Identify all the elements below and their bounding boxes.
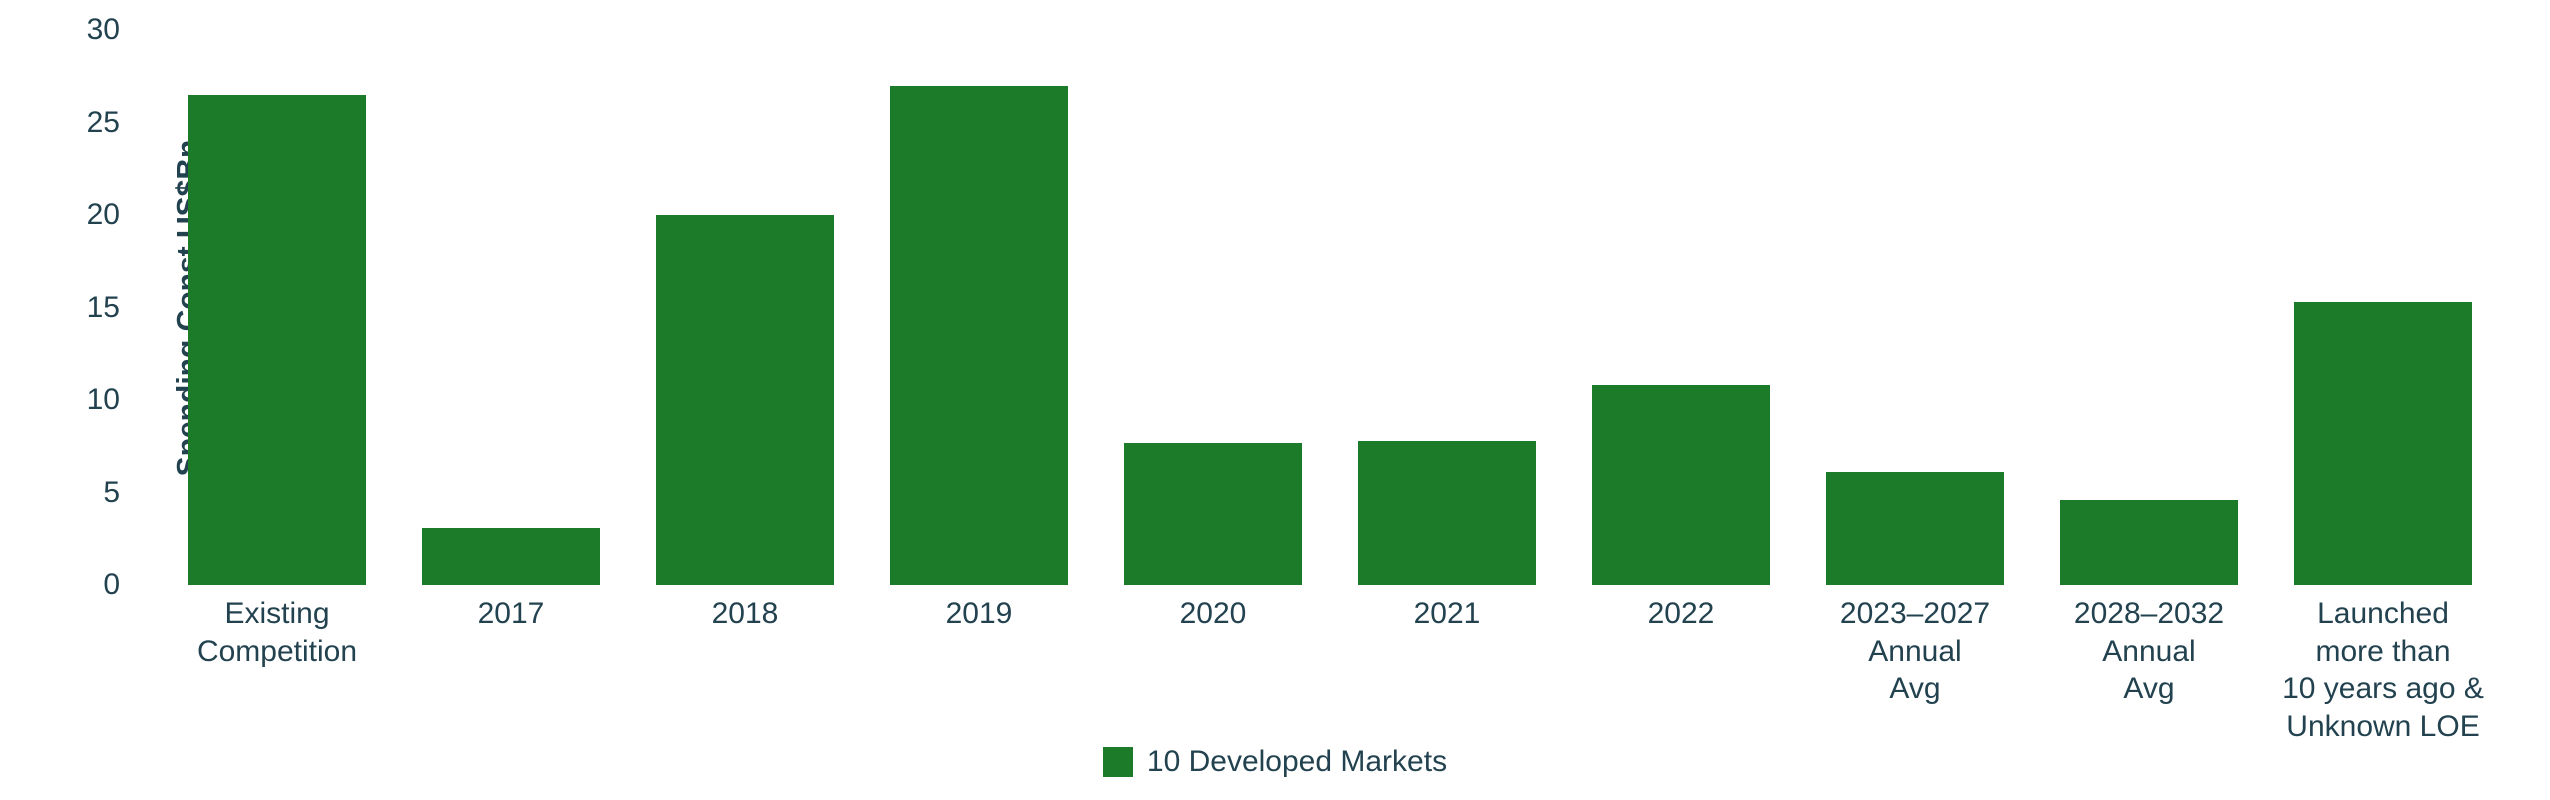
y-tick: 25 [87,106,120,140]
legend-swatch [1103,747,1133,777]
y-tick: 10 [87,383,120,417]
legend-item: 10 Developed Markets [1103,745,1447,779]
x-axis-label: 2023–2027AnnualAvg [1798,595,2032,745]
bar-slot [628,30,862,585]
y-axis-ticks: 051015202530 [0,30,150,585]
x-axis-label: 2019 [862,595,1096,745]
bar-slot [1096,30,1330,585]
x-axis-label: 2018 [628,595,862,745]
y-tick: 15 [87,291,120,325]
bar [1358,441,1536,585]
bar-slot [1798,30,2032,585]
y-tick: 30 [87,13,120,47]
plot-area [160,30,2500,585]
bar [890,86,1068,586]
x-axis-label: 2017 [394,595,628,745]
y-tick: 20 [87,198,120,232]
spending-bar-chart: Spending Const US$Bn 051015202530 Existi… [0,0,2550,800]
y-tick: 5 [103,476,120,510]
bar-slot [1330,30,1564,585]
bar-slot [1564,30,1798,585]
bar [422,528,600,585]
x-axis-label: ExistingCompetition [160,595,394,745]
x-axis-label: 2028–2032AnnualAvg [2032,595,2266,745]
x-axis-label: 2022 [1564,595,1798,745]
bar-slot [2266,30,2500,585]
legend-label: 10 Developed Markets [1147,745,1447,779]
y-tick: 0 [103,568,120,602]
legend: 10 Developed Markets [0,745,2550,785]
bar [656,215,834,585]
bar-slot [2032,30,2266,585]
x-axis-label: Launchedmore than10 years ago &Unknown L… [2266,595,2500,745]
bar [1826,472,2004,585]
bar-slot [862,30,1096,585]
bar [1592,385,1770,585]
bar [2294,302,2472,585]
x-axis-label: 2020 [1096,595,1330,745]
x-axis-labels: ExistingCompetition201720182019202020212… [160,595,2500,745]
bar-slot [160,30,394,585]
x-axis-label: 2021 [1330,595,1564,745]
bars-container [160,30,2500,585]
bar-slot [394,30,628,585]
bar [188,95,366,585]
bar [1124,443,1302,585]
bar [2060,500,2238,585]
